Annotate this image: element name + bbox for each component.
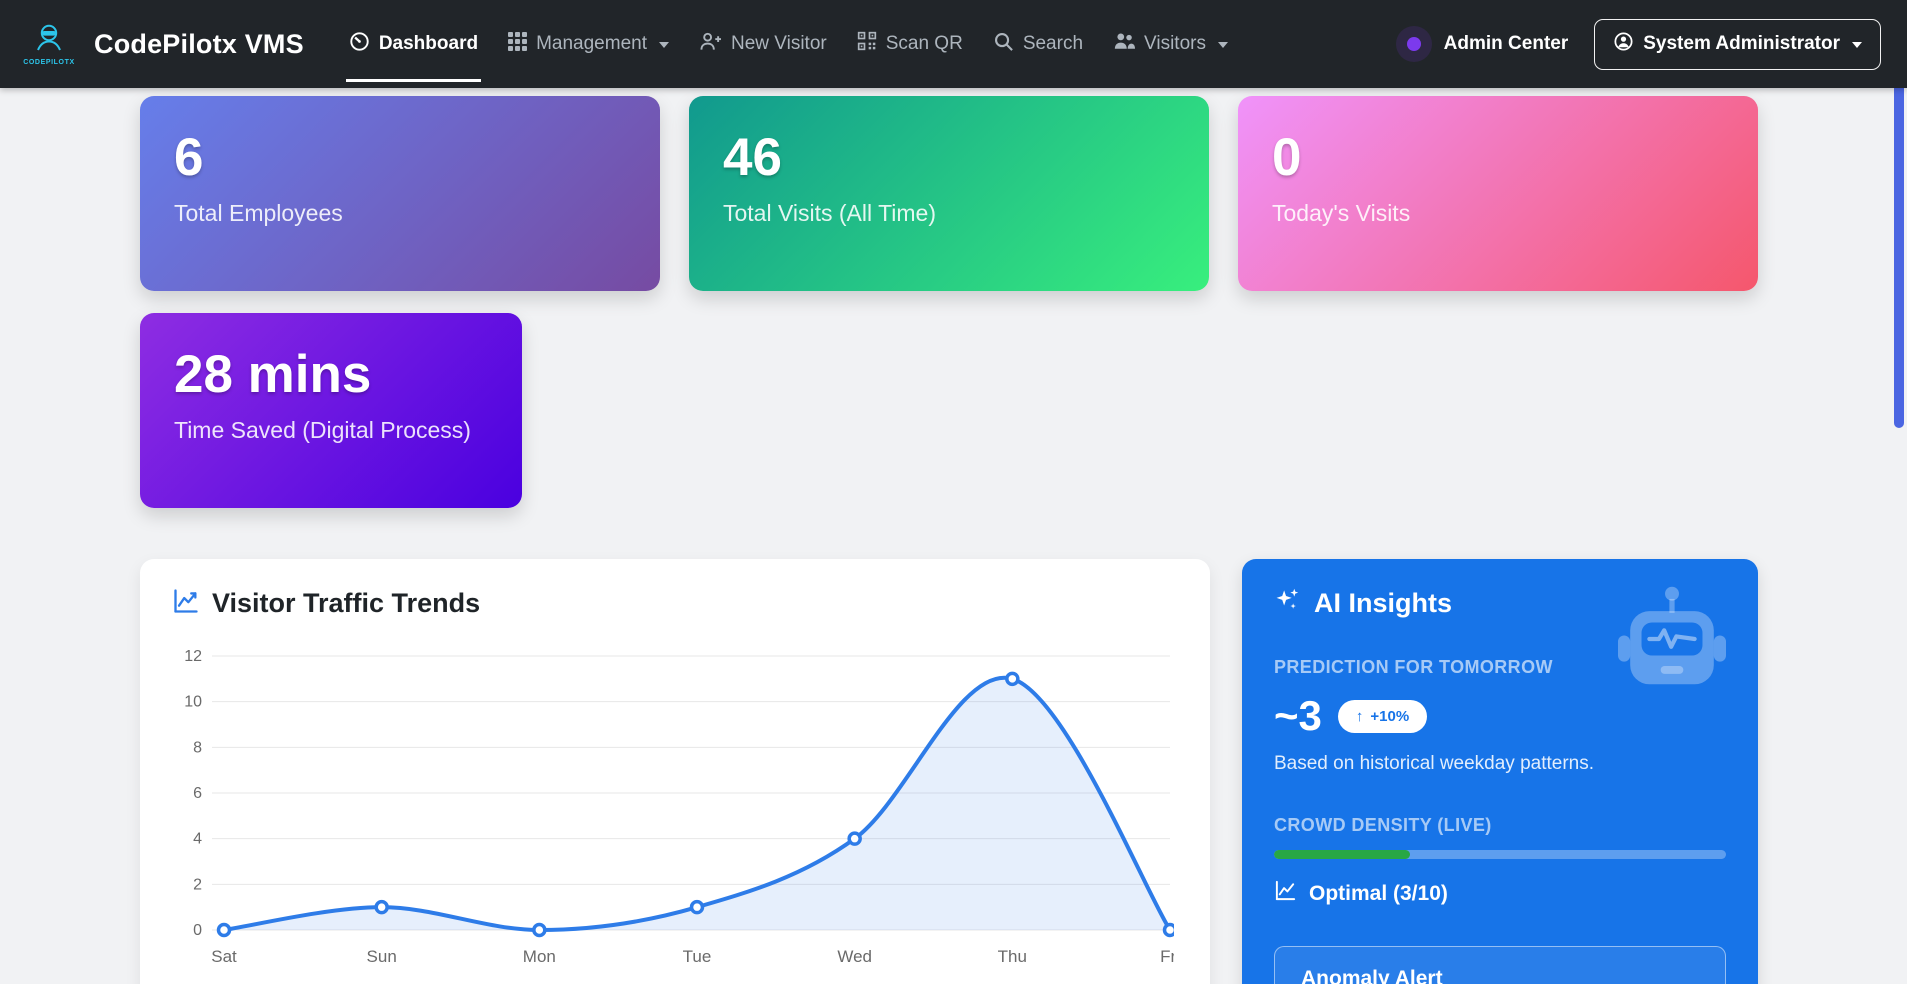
stat-label: Total Employees	[174, 199, 343, 226]
anomaly-alert-title: Anomaly Alert	[1301, 967, 1443, 984]
chevron-down-icon	[1852, 42, 1862, 48]
stats-row-2: 28 mins Time Saved (Digital Process)	[140, 313, 1758, 508]
user-menu-button[interactable]: System Administrator	[1594, 18, 1881, 70]
chart-area	[224, 677, 1170, 930]
gauge-icon	[349, 31, 370, 58]
chevron-down-icon	[658, 42, 669, 48]
chart-gridlines	[212, 655, 1170, 931]
stats-row: 6 Total Employees 46 Total Visits (All T…	[140, 96, 1758, 291]
person-plus-icon	[699, 31, 722, 58]
density-progress-fill	[1274, 850, 1410, 859]
arrow-up-icon: ↑	[1355, 707, 1364, 725]
admin-status-dot-icon	[1406, 37, 1421, 51]
svg-text:6: 6	[193, 785, 202, 802]
stat-value: 46	[723, 128, 782, 187]
prediction-trend-badge: ↑ +10%	[1337, 699, 1428, 733]
prediction-badge-text: +10%	[1370, 707, 1410, 725]
chart-points[interactable]	[216, 671, 1175, 938]
visitor-traffic-card: Visitor Traffic Trends 0 2 4 6 8 10 12 Sat Sun Mo…	[140, 559, 1210, 984]
svg-text:4: 4	[193, 831, 202, 848]
admin-dot-halo	[1395, 26, 1432, 62]
anomaly-alert-card[interactable]: Anomaly Alert 3 visitor(s) overstaying.	[1274, 946, 1726, 984]
brand-title[interactable]: CodePilotx VMS	[94, 28, 304, 59]
stat-label: Today's Visits	[1272, 199, 1411, 226]
brand-logo-text: CODEPILOTX	[23, 58, 75, 66]
visitor-traffic-chart: 0 2 4 6 8 10 12 Sat Sun Mon Tue Wed Thu Fri	[184, 648, 1175, 966]
nav-item-label: Dashboard	[378, 33, 479, 54]
nav-item-management[interactable]: Management	[493, 0, 684, 88]
nav-item-dashboard[interactable]: Dashboard	[334, 0, 493, 88]
sparkles-icon	[1274, 587, 1301, 619]
nav-item-search[interactable]: Search	[978, 0, 1098, 88]
search-icon	[993, 31, 1014, 58]
chevron-down-icon	[1217, 42, 1228, 48]
svg-text:10: 10	[184, 694, 202, 711]
svg-text:0: 0	[193, 922, 202, 939]
admin-center-label: Admin Center	[1443, 33, 1569, 54]
chart-y-labels: 0 2 4 6 8 10 12	[184, 648, 202, 939]
nav-item-label: Search	[1022, 33, 1084, 54]
chart-line	[222, 675, 1172, 933]
chart-x-labels: Sat Sun Mon Tue Wed Thu Fri	[211, 947, 1174, 966]
nav-item-label: Visitors	[1144, 33, 1206, 54]
prediction-heading: PREDICTION FOR TOMORROW	[1274, 657, 1553, 677]
svg-text:Sat: Sat	[211, 947, 237, 966]
robot-icon	[1616, 585, 1728, 698]
stat-value: 6	[174, 128, 204, 187]
stat-value: 28 mins	[174, 345, 372, 404]
nav-item-scan-qr[interactable]: Scan QR	[842, 0, 978, 88]
nav-item-label: Scan QR	[885, 33, 963, 54]
svg-text:2: 2	[193, 876, 202, 893]
main-content: 6 Total Employees 46 Total Visits (All T…	[140, 96, 1758, 984]
trend-chart-icon	[172, 587, 200, 620]
svg-text:Wed: Wed	[837, 947, 872, 966]
robot-logo-icon	[32, 23, 66, 58]
nav-item-new-visitor[interactable]: New Visitor	[684, 0, 842, 88]
svg-text:8: 8	[193, 739, 202, 756]
main-nav: Dashboard Management New Visito	[334, 0, 1243, 88]
stat-value: 0	[1272, 128, 1302, 187]
prediction-value: ~3	[1274, 692, 1322, 739]
svg-text:Tue: Tue	[683, 947, 712, 966]
stat-card-todays-visits: 0 Today's Visits	[1238, 96, 1758, 291]
svg-text:Fri: Fri	[1160, 947, 1174, 966]
qr-code-icon	[857, 31, 877, 57]
scrollbar-thumb[interactable]	[1894, 76, 1904, 428]
prediction-note: Based on historical weekday patterns.	[1274, 753, 1595, 774]
stat-card-time-saved: 28 mins Time Saved (Digital Process)	[140, 313, 522, 508]
stat-label: Time Saved (Digital Process)	[174, 416, 471, 443]
grid-icon	[508, 31, 528, 57]
nav-item-visitors[interactable]: Visitors	[1098, 0, 1243, 88]
stat-label: Total Visits (All Time)	[723, 199, 937, 226]
chart-title: Visitor Traffic Trends	[212, 588, 481, 618]
people-icon	[1113, 31, 1136, 57]
svg-text:12: 12	[184, 648, 202, 665]
density-progress-bar	[1274, 850, 1726, 859]
ai-insights-title: AI Insights	[1314, 587, 1453, 618]
user-menu-label: System Administrator	[1643, 33, 1840, 54]
nav-item-label: New Visitor	[730, 33, 827, 54]
density-heading: CROWD DENSITY (LIVE)	[1274, 815, 1492, 835]
svg-text:Thu: Thu	[998, 947, 1027, 966]
ai-insights-panel: AI Insights PREDICTION FOR TOMORR	[1242, 559, 1758, 984]
stat-card-total-employees: 6 Total Employees	[140, 96, 660, 291]
density-status-text: Optimal (3/10)	[1309, 881, 1448, 905]
nav-item-label: Management	[536, 33, 647, 54]
brand-logo[interactable]: CODEPILOTX	[18, 23, 80, 66]
top-navbar: CODEPILOTX CodePilotx VMS Dashboard	[0, 0, 1907, 88]
svg-text:Sun: Sun	[367, 947, 397, 966]
stat-card-total-visits: 46 Total Visits (All Time)	[689, 96, 1209, 291]
line-chart-icon	[1274, 879, 1297, 908]
admin-center-badge[interactable]: Admin Center	[1395, 26, 1569, 62]
svg-text:Mon: Mon	[523, 947, 556, 966]
person-circle-icon	[1613, 31, 1634, 58]
